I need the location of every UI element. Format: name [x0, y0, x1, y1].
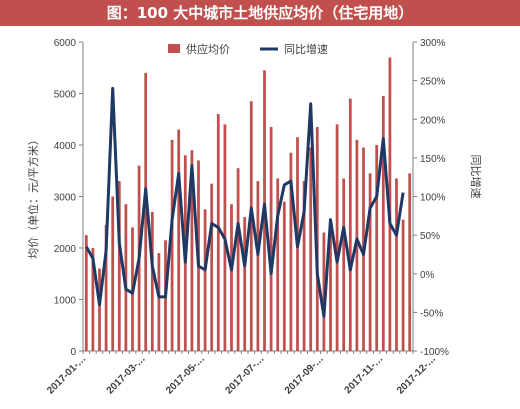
right-tick-label: 150%: [420, 154, 446, 165]
bar-34: [309, 147, 313, 351]
bar-47: [395, 178, 398, 351]
right-tick-label: 0%: [420, 270, 435, 281]
left-tick-label: 6000: [54, 38, 77, 49]
bar-18: [203, 209, 207, 351]
chart-title: 图：100 大中城市土地供应均价（住宅用地）: [0, 0, 520, 26]
bar-13: [170, 139, 174, 351]
bar-3: [104, 224, 108, 351]
bar-45: [381, 96, 385, 351]
bar-4: [111, 196, 115, 351]
x-tick-label: 2017-05-…: [164, 353, 207, 396]
right-tick-label: 50%: [420, 231, 440, 242]
bar-30: [282, 201, 286, 351]
left-tick-label: 3000: [54, 193, 77, 204]
bar-40: [348, 98, 352, 352]
bar-48: [401, 219, 405, 351]
bar-28: [269, 126, 273, 351]
right-axis-title: 同比增速: [469, 155, 483, 199]
bar-39: [342, 178, 346, 351]
x-tick-label: 2017-03-…: [105, 353, 148, 396]
bar-16: [190, 150, 194, 351]
left-tick-label: 5000: [54, 90, 77, 101]
right-tick-label: 200%: [420, 115, 446, 126]
bar-0: [84, 235, 88, 351]
bar-25: [249, 101, 253, 351]
left-tick-label: 4000: [54, 141, 77, 152]
left-tick-label: 1000: [54, 296, 77, 307]
bar-11: [157, 253, 161, 351]
left-axis-title: 均价（单位：元/平方米）: [26, 134, 40, 259]
right-tick-label: -100%: [420, 347, 449, 358]
legend-bar-swatch: [168, 44, 180, 53]
bar-20: [216, 114, 220, 351]
x-tick-label: 2017-12-…: [395, 353, 438, 396]
left-tick-label: 2000: [54, 244, 77, 255]
bar-23: [236, 168, 240, 351]
chart: 0 1000 2000 3000 4000 5000 6000 -100% -50% 0% 50% 1…: [26, 38, 483, 396]
bar-22: [230, 204, 233, 351]
bar-33: [302, 181, 306, 351]
bar-10: [150, 211, 154, 351]
x-tick-label: 2017-07-…: [223, 353, 266, 396]
bar-38: [335, 124, 339, 352]
bar-24: [243, 217, 247, 351]
x-tick-label: 2017-01-…: [45, 353, 88, 396]
x-tick-label: 2017-11-…: [343, 353, 386, 396]
growth-line: [84, 86, 405, 318]
bar-6: [124, 204, 128, 351]
bar-2: [98, 268, 101, 351]
bar-49: [408, 173, 412, 351]
bar-14: [177, 129, 181, 351]
right-tick-label: 300%: [420, 38, 446, 49]
bar-43: [368, 173, 372, 351]
bar-37: [329, 222, 332, 351]
right-tick-label: 250%: [420, 77, 446, 88]
x-tick-label: 2017-09-…: [283, 353, 326, 396]
right-tick-label: 100%: [420, 193, 446, 204]
bar-31: [289, 152, 293, 351]
bar-5: [117, 181, 121, 351]
right-tick-label: -50%: [420, 308, 443, 319]
bar-1: [91, 248, 95, 351]
legend-line-label: 同比增速: [284, 42, 328, 56]
bar-44: [375, 145, 379, 351]
left-tick-label: 0: [70, 347, 76, 358]
bar-26: [256, 181, 260, 351]
bar-9: [144, 72, 148, 352]
bar-36: [322, 232, 326, 351]
legend-bar-label: 供应均价: [186, 42, 230, 56]
bar-29: [276, 178, 280, 351]
bar-19: [210, 183, 214, 351]
